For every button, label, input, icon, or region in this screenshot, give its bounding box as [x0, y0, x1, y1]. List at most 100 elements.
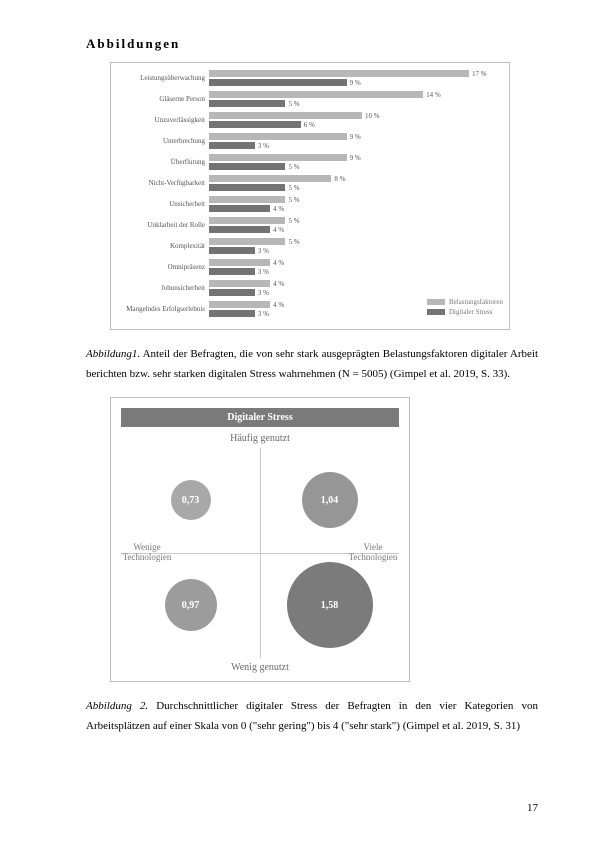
chart1-bar-a-value: 5 % [288, 217, 299, 225]
chart1-category-label: Unzuverlässigkeit [113, 116, 209, 124]
chart1-bar-b-value: 5 % [288, 184, 299, 192]
chart1-bar-a [209, 301, 270, 308]
fig2-quadrant-bl: 0,97 [121, 553, 260, 658]
chart1-bar-track: 9 % 5 % [209, 154, 505, 172]
page-number: 17 [527, 802, 538, 814]
chart1-bar-a [209, 175, 331, 182]
chart1-bar-a-value: 4 % [273, 301, 284, 309]
fig2-grid: Wenige Technologien Viele Technologien 0… [121, 448, 399, 658]
chart1-bar-a-value: 10 % [365, 112, 380, 120]
chart1-container: Leistungsüberwachung 17 % 9 % Gläserne Pers… [110, 62, 510, 330]
chart1-bar-a-value: 4 % [273, 280, 284, 288]
chart1-row: Unzuverlässigkeit 10 % 6 % [113, 111, 505, 130]
chart1-category-label: Unsicherheit [113, 200, 209, 208]
chart1-bar-b-value: 3 % [258, 268, 269, 276]
fig2-quadrant-tr: 1,04 [260, 448, 399, 553]
chart1-bar-a-value: 17 % [472, 70, 487, 78]
chart1-bar-a [209, 112, 362, 119]
legend-label-b: Digitaler Stress [449, 308, 492, 316]
chart1-bar-a [209, 70, 469, 77]
chart1-bar-b [209, 142, 255, 149]
chart1-category-label: Unterbrechung [113, 137, 209, 145]
chart1-legend: Belastungsfaktoren Digitaler Stress [427, 297, 503, 317]
fig2-bottom-label: Wenig genutzt [121, 662, 399, 673]
chart1-bar-b [209, 247, 255, 254]
chart1-bar-b-value: 4 % [273, 226, 284, 234]
chart1-bar-track: 8 % 5 % [209, 175, 505, 193]
chart1-bar-b-value: 3 % [258, 247, 269, 255]
fig2-bubble-bl-value: 0,97 [182, 600, 200, 611]
chart1-bar-a [209, 196, 285, 203]
fig2-title: Digitaler Stress [121, 408, 399, 427]
chart1-bar-a-value: 9 % [350, 133, 361, 141]
chart1-row: Unklarheit der Rolle5 %4 % [113, 216, 505, 235]
chart1-row: Gläserne Person 14 % 5 % [113, 90, 505, 109]
chart1-bar-b [209, 184, 285, 191]
chart1-bar-b [209, 310, 255, 317]
caption-1-label: Abbildung1. [86, 348, 140, 360]
legend-label-a: Belastungsfaktoren [449, 298, 503, 306]
caption-1-text: Anteil der Befragten, die von sehr stark… [86, 348, 538, 380]
chart1-category-label: Jobunsicherheit [113, 284, 209, 292]
caption-2-text: Durchschnittlicher digitaler Stress der … [86, 700, 538, 732]
fig2-quadrant-br: 1,58 [260, 553, 399, 658]
caption-1: Abbildung1. Anteil der Befragten, die vo… [86, 344, 538, 385]
chart1-bar-b [209, 121, 301, 128]
chart1-bar-track: 5 % 3 % [209, 238, 505, 256]
fig2-bubble-tr: 1,04 [302, 472, 358, 528]
chart1-category-label: Überflutung [113, 158, 209, 166]
chart1-bar-b-value: 4 % [273, 205, 284, 213]
chart1-bar-track: 5 % 4 % [209, 217, 505, 235]
chart1-bar-b-value: 9 % [350, 79, 361, 87]
chart1-bar-b-value: 6 % [304, 121, 315, 129]
chart1-bar-a [209, 238, 285, 245]
fig2-container: Digitaler Stress Häufig genutzt Wenige T… [110, 397, 410, 682]
chart1-bar-a-value: 9 % [350, 154, 361, 162]
fig2-bubble-tr-value: 1,04 [321, 495, 339, 506]
fig2-bubble-br-value: 1,58 [321, 600, 339, 611]
chart1-category-label: Leistungsüberwachung [113, 74, 209, 82]
fig2-bubble-tl-value: 0,73 [182, 495, 200, 506]
chart1-row: Omnipräsenz 4 % 3 % [113, 258, 505, 277]
chart1-bar-a [209, 217, 285, 224]
chart1-bar-b-value: 3 % [258, 289, 269, 297]
chart1-bar-a-value: 4 % [273, 259, 284, 267]
chart1-bar-a-value: 14 % [426, 91, 441, 99]
chart1-row: Unsicherheit 5 % 4 % [113, 195, 505, 214]
chart1-category-label: Mangelndes Erfolgserlebnis [113, 305, 209, 313]
chart1-bar-b [209, 226, 270, 233]
chart1-row: Komplexität5 %3 % [113, 237, 505, 256]
caption-2-label: Abbildung 2. [86, 700, 148, 712]
chart1-bar-b [209, 100, 285, 107]
chart1-bar-a-value: 5 % [288, 196, 299, 204]
chart1-category-label: Omnipräsenz [113, 263, 209, 271]
chart1-bar-b-value: 5 % [288, 100, 299, 108]
chart1-bar-a-value: 5 % [288, 238, 299, 246]
fig2-quadrant-tl: 0,73 [121, 448, 260, 553]
chart1-bar-a [209, 133, 347, 140]
caption-2: Abbildung 2. Durchschnittlicher digitale… [86, 696, 538, 737]
chart1-bar-a [209, 91, 423, 98]
chart1-bar-b [209, 289, 255, 296]
chart1-bar-track: 14 % 5 % [209, 91, 505, 109]
chart1-bar-a-value: 8 % [334, 175, 345, 183]
chart1-bar-track: 9 %3 % [209, 133, 505, 151]
legend-swatch-a [427, 299, 445, 305]
chart1-bar-b [209, 79, 347, 86]
chart1-row: Leistungsüberwachung 17 % 9 % [113, 69, 505, 88]
chart1-bar-track: 5 % 4 % [209, 196, 505, 214]
fig2-bubble-tl: 0,73 [171, 480, 211, 520]
chart1-row: Jobunsicherheit 4 % 3 % [113, 279, 505, 298]
chart1-bar-b [209, 163, 285, 170]
fig2-bubble-bl: 0,97 [165, 579, 217, 631]
chart1-bar-a [209, 280, 270, 287]
chart1-category-label: Gläserne Person [113, 95, 209, 103]
legend-swatch-b [427, 309, 445, 315]
chart1-bar-b [209, 268, 255, 275]
chart1-bar-track: 4 % 3 % [209, 259, 505, 277]
section-heading: Abbildungen [86, 36, 538, 52]
chart1-bar-b [209, 205, 270, 212]
chart1-bar-track: 17 % 9 % [209, 70, 505, 88]
chart1-bar-b-value: 5 % [288, 163, 299, 171]
chart1-bar-a [209, 259, 270, 266]
